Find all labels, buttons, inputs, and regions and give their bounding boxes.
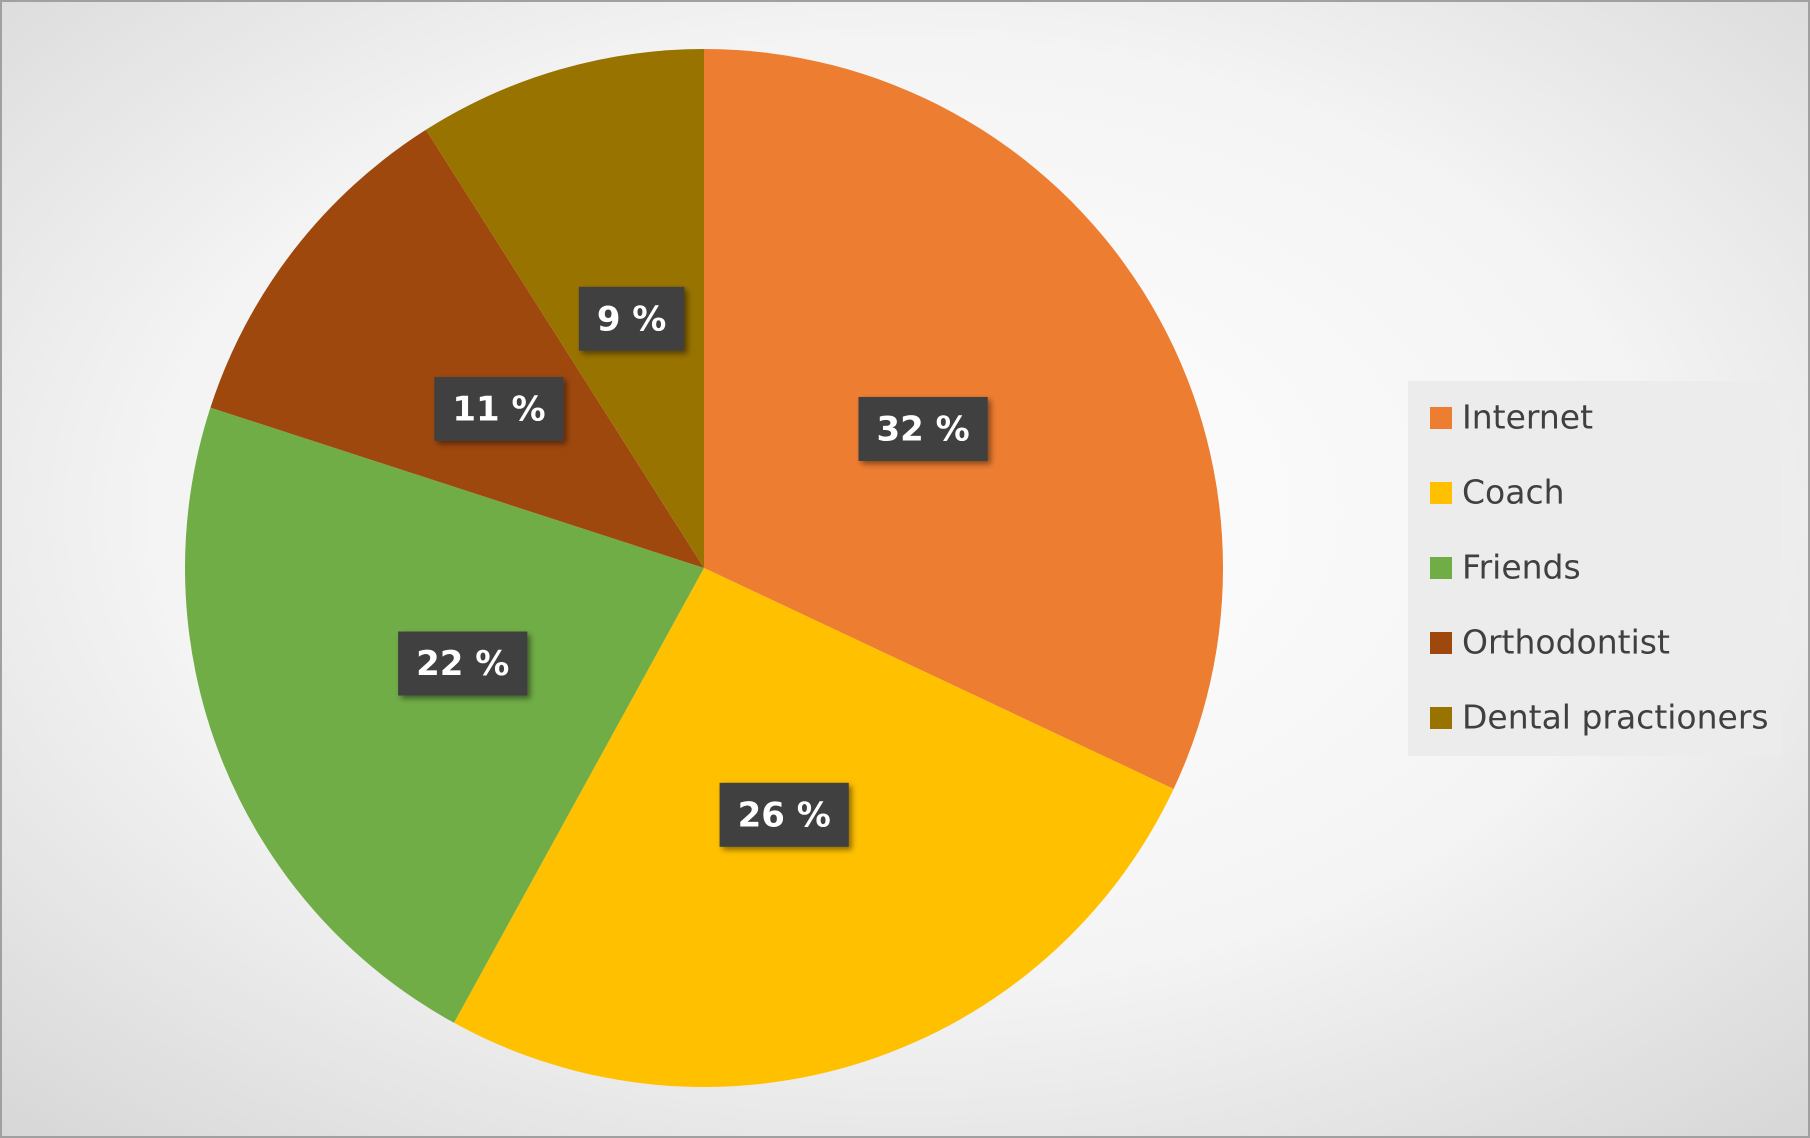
legend-label: Coach bbox=[1462, 473, 1565, 512]
legend-label: Internet bbox=[1462, 398, 1593, 437]
legend-swatch bbox=[1430, 632, 1452, 654]
legend-label: Orthodontist bbox=[1462, 623, 1670, 662]
pie-slice bbox=[184, 407, 704, 1023]
data-label-text: 9 % bbox=[597, 299, 667, 339]
legend-swatch bbox=[1430, 707, 1452, 729]
legend-label: Dental practioners bbox=[1462, 698, 1769, 737]
pie-slice bbox=[425, 49, 704, 568]
data-label-text: 32 % bbox=[876, 409, 969, 449]
legend-label: Friends bbox=[1462, 548, 1581, 587]
legend-swatch bbox=[1430, 482, 1452, 504]
legend-swatch bbox=[1430, 557, 1452, 579]
data-label-text: 22 % bbox=[416, 644, 509, 684]
data-label-box bbox=[398, 631, 528, 696]
data-label-box bbox=[719, 782, 849, 847]
data-label-text: 11 % bbox=[452, 389, 545, 429]
data-label-box bbox=[858, 396, 988, 461]
pie-slice bbox=[210, 129, 704, 568]
data-label-box bbox=[578, 286, 685, 351]
legend-box bbox=[1408, 381, 1782, 756]
data-label-text: 26 % bbox=[738, 795, 831, 835]
legend-swatch bbox=[1430, 407, 1452, 429]
data-label-box bbox=[434, 376, 564, 441]
